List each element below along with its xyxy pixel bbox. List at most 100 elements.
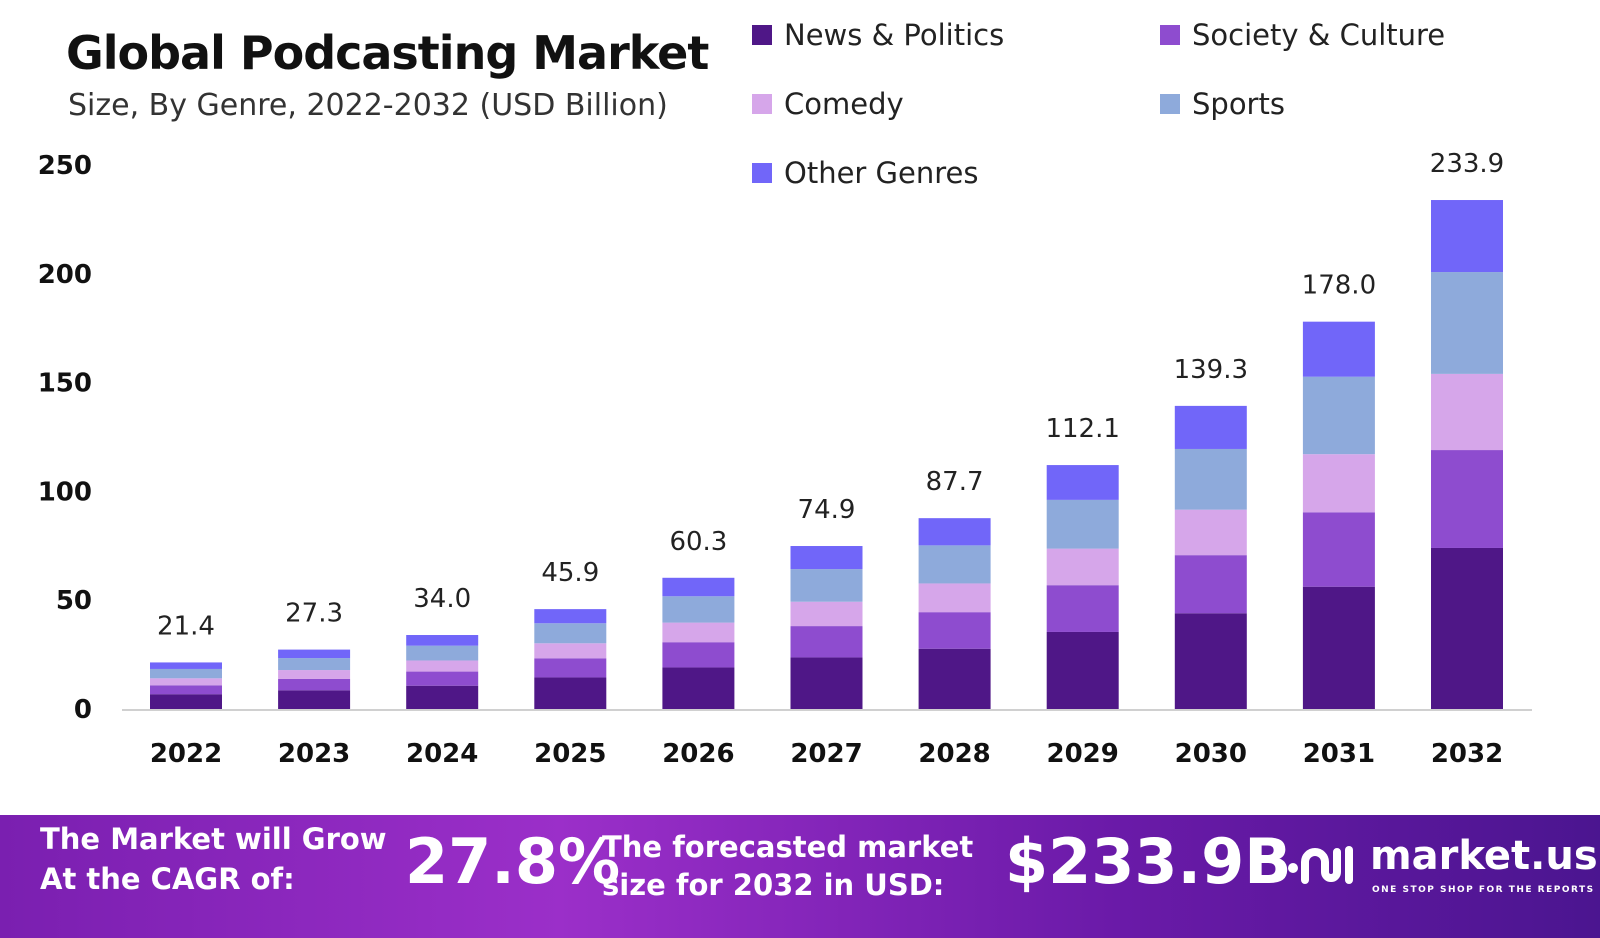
bar-segment-society-culture-2026 xyxy=(662,642,735,668)
legend-swatch xyxy=(752,25,772,45)
bar-segment-other-genres-2022 xyxy=(150,662,222,669)
bar-segment-news-politics-2031 xyxy=(1302,586,1375,709)
bar-segment-society-culture-2025 xyxy=(534,658,607,678)
x-tick-label-2029: 2029 xyxy=(1047,739,1119,769)
x-tick-label-2031: 2031 xyxy=(1303,739,1375,769)
x-tick-label-2027: 2027 xyxy=(790,739,862,769)
bar-segment-sports-2025 xyxy=(534,623,607,644)
bar-segment-comedy-2029 xyxy=(1046,548,1119,586)
x-tick-label-2032: 2032 xyxy=(1431,739,1503,769)
y-tick-label: 200 xyxy=(38,260,92,290)
bar-segment-society-culture-2030 xyxy=(1174,555,1247,614)
total-label-2028: 87.7 xyxy=(926,467,984,497)
x-tick-label-2022: 2022 xyxy=(150,739,222,769)
bar-segment-comedy-2030 xyxy=(1174,509,1247,556)
total-label-2025: 45.9 xyxy=(541,558,599,588)
bar-segment-news-politics-2022 xyxy=(150,694,222,709)
legend-swatch xyxy=(1160,94,1180,114)
legend-item-society-culture: Society & Culture xyxy=(1160,18,1445,52)
bar-segment-sports-2030 xyxy=(1174,448,1247,510)
total-label-2032: 233.9 xyxy=(1430,149,1504,179)
x-tick-label-2025: 2025 xyxy=(534,739,606,769)
bar-segment-society-culture-2024 xyxy=(406,671,479,686)
legend-item-news-politics: News & Politics xyxy=(752,18,1004,52)
bar-segment-news-politics-2032 xyxy=(1431,547,1503,709)
stacked-bar-chart: 0 50 100 150 200 250 21.4 2022 27.3 2023 34.0 2024 4… xyxy=(38,149,1532,769)
bar-segment-sports-2026 xyxy=(662,596,735,623)
total-label-2030: 139.3 xyxy=(1174,355,1248,385)
forecast-label-line1: The forecasted market xyxy=(602,830,974,864)
bar-segment-sports-2023 xyxy=(278,658,351,671)
y-tick-label: 50 xyxy=(56,586,92,616)
bar-segment-news-politics-2028 xyxy=(918,648,991,709)
bar-segment-other-genres-2026 xyxy=(662,577,735,597)
bar-segment-news-politics-2023 xyxy=(278,690,351,709)
legend-item-other-genres: Other Genres xyxy=(752,156,979,190)
bar-segment-news-politics-2024 xyxy=(406,685,479,709)
total-label-2026: 60.3 xyxy=(669,527,727,557)
bar-segment-news-politics-2030 xyxy=(1174,613,1247,709)
x-tick-label-2023: 2023 xyxy=(278,739,350,769)
logo-text: market.us xyxy=(1370,833,1598,879)
legend-item-comedy: Comedy xyxy=(752,87,904,121)
y-tick-label: 150 xyxy=(38,369,92,399)
bar-segment-sports-2028 xyxy=(918,545,991,584)
total-label-2031: 178.0 xyxy=(1302,271,1376,301)
bar-segment-comedy-2032 xyxy=(1431,373,1503,451)
bar-segment-news-politics-2029 xyxy=(1046,631,1119,709)
legend-label: News & Politics xyxy=(784,18,1005,52)
cagr-value: 27.8% xyxy=(405,825,621,898)
bar-segment-sports-2032 xyxy=(1431,272,1503,374)
forecast-value: $233.9B xyxy=(1005,825,1292,898)
bar-segment-sports-2027 xyxy=(790,569,863,602)
bar-segment-news-politics-2026 xyxy=(662,667,735,709)
market-us-logo-icon xyxy=(1288,846,1353,884)
total-label-2029: 112.1 xyxy=(1045,414,1119,444)
forecast-label-line2: size for 2032 in USD: xyxy=(602,868,945,902)
cagr-label-line2: At the CAGR of: xyxy=(40,862,295,896)
total-label-2022: 21.4 xyxy=(157,611,215,641)
x-tick-label-2028: 2028 xyxy=(918,739,990,769)
legend-label: Sports xyxy=(1192,87,1285,121)
bar-segment-comedy-2025 xyxy=(534,643,607,659)
total-label-2023: 27.3 xyxy=(285,599,343,629)
bar-segment-comedy-2031 xyxy=(1302,454,1375,513)
bar-segment-society-culture-2032 xyxy=(1431,450,1503,548)
y-tick-label: 100 xyxy=(38,477,92,507)
legend-swatch xyxy=(752,163,772,183)
bar-segment-sports-2022 xyxy=(150,668,222,679)
bar-segment-society-culture-2028 xyxy=(918,612,991,649)
bar-segment-other-genres-2030 xyxy=(1174,405,1247,449)
total-label-2024: 34.0 xyxy=(413,584,471,614)
y-tick-label: 0 xyxy=(74,695,92,725)
bar-segment-sports-2029 xyxy=(1046,499,1119,549)
legend-label: Society & Culture xyxy=(1192,18,1446,52)
bar-segment-comedy-2026 xyxy=(662,622,735,643)
summary-banner: The Market will Grow At the CAGR of: 27.… xyxy=(0,815,1600,938)
bar-segment-society-culture-2023 xyxy=(278,678,351,691)
bar-segment-sports-2024 xyxy=(406,645,479,661)
y-tick-label: 250 xyxy=(38,151,92,181)
bar-segment-other-genres-2024 xyxy=(406,635,479,646)
bar-segment-sports-2031 xyxy=(1302,376,1375,455)
cagr-label-line1: The Market will Grow xyxy=(40,822,387,856)
logo-tagline: ONE STOP SHOP FOR THE REPORTS xyxy=(1372,885,1595,895)
bar-segment-other-genres-2031 xyxy=(1302,321,1375,377)
legend-label: Comedy xyxy=(784,87,904,121)
bar-segment-comedy-2028 xyxy=(918,583,991,613)
bar-segment-other-genres-2025 xyxy=(534,609,607,624)
x-tick-label-2030: 2030 xyxy=(1175,739,1247,769)
bar-segment-other-genres-2023 xyxy=(278,649,351,659)
bar-segment-other-genres-2032 xyxy=(1431,200,1503,273)
legend-swatch xyxy=(752,94,772,114)
legend-item-sports: Sports xyxy=(1160,87,1285,121)
legend-swatch xyxy=(1160,25,1180,45)
bar-segment-society-culture-2027 xyxy=(790,626,863,658)
total-label-2027: 74.9 xyxy=(798,495,856,525)
x-tick-label-2026: 2026 xyxy=(662,739,734,769)
bar-segment-comedy-2027 xyxy=(790,601,863,627)
x-tick-label-2024: 2024 xyxy=(406,739,478,769)
bar-segment-society-culture-2022 xyxy=(150,685,222,695)
bar-segment-news-politics-2027 xyxy=(790,657,863,709)
chart-title: Global Podcasting Market xyxy=(66,26,709,80)
